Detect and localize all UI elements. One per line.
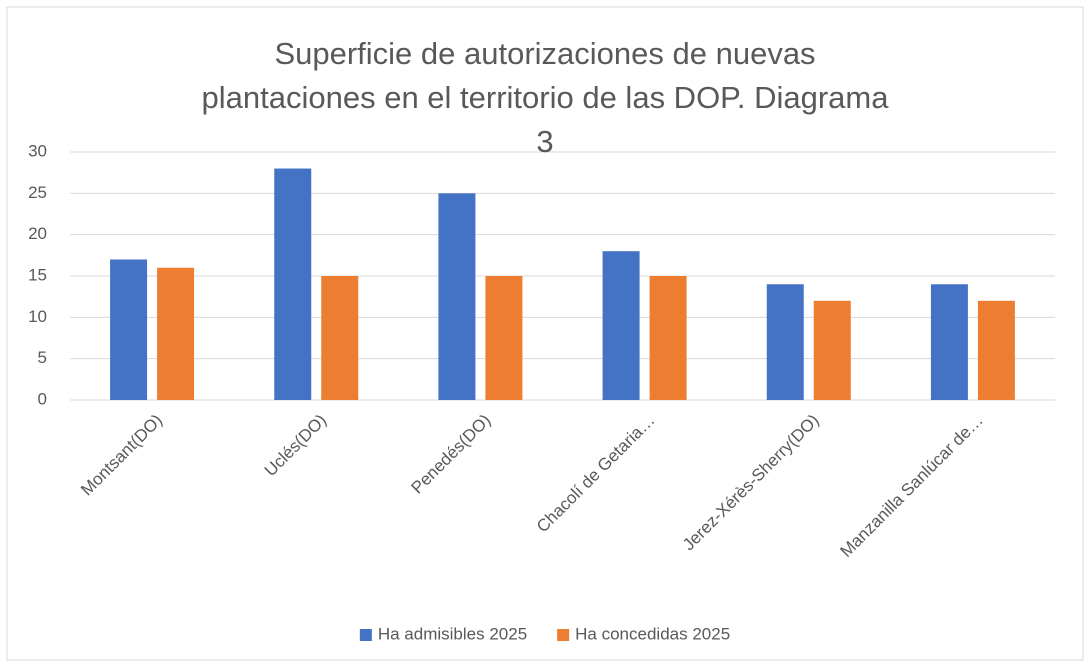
bar — [649, 276, 687, 400]
bar — [157, 267, 195, 400]
bar — [930, 284, 968, 400]
bar — [485, 276, 523, 400]
legend-swatch — [557, 629, 570, 641]
chart-title: Superficie de autorizaciones de nuevas p… — [201, 36, 889, 159]
y-tick-label: 25 — [28, 183, 47, 202]
bar — [977, 300, 1015, 400]
legend-swatch — [359, 629, 372, 641]
y-tick-label: 10 — [28, 307, 47, 326]
bar — [321, 276, 359, 400]
bar — [766, 284, 804, 400]
y-tick-label: 15 — [28, 265, 47, 284]
bar — [438, 193, 476, 400]
legend-item: Ha concedidas 2025 — [557, 624, 730, 643]
y-tick-label: 20 — [28, 224, 47, 243]
y-tick-label: 5 — [38, 348, 47, 367]
legend-label: Ha admisibles 2025 — [378, 624, 527, 643]
bar — [813, 300, 851, 400]
legend-item: Ha admisibles 2025 — [359, 624, 527, 643]
y-tick-label: 0 — [38, 389, 47, 408]
legend-label: Ha concedidas 2025 — [575, 624, 730, 643]
bar — [110, 259, 148, 400]
bar — [274, 168, 312, 400]
bar — [602, 251, 640, 400]
y-tick-label: 30 — [28, 141, 47, 160]
